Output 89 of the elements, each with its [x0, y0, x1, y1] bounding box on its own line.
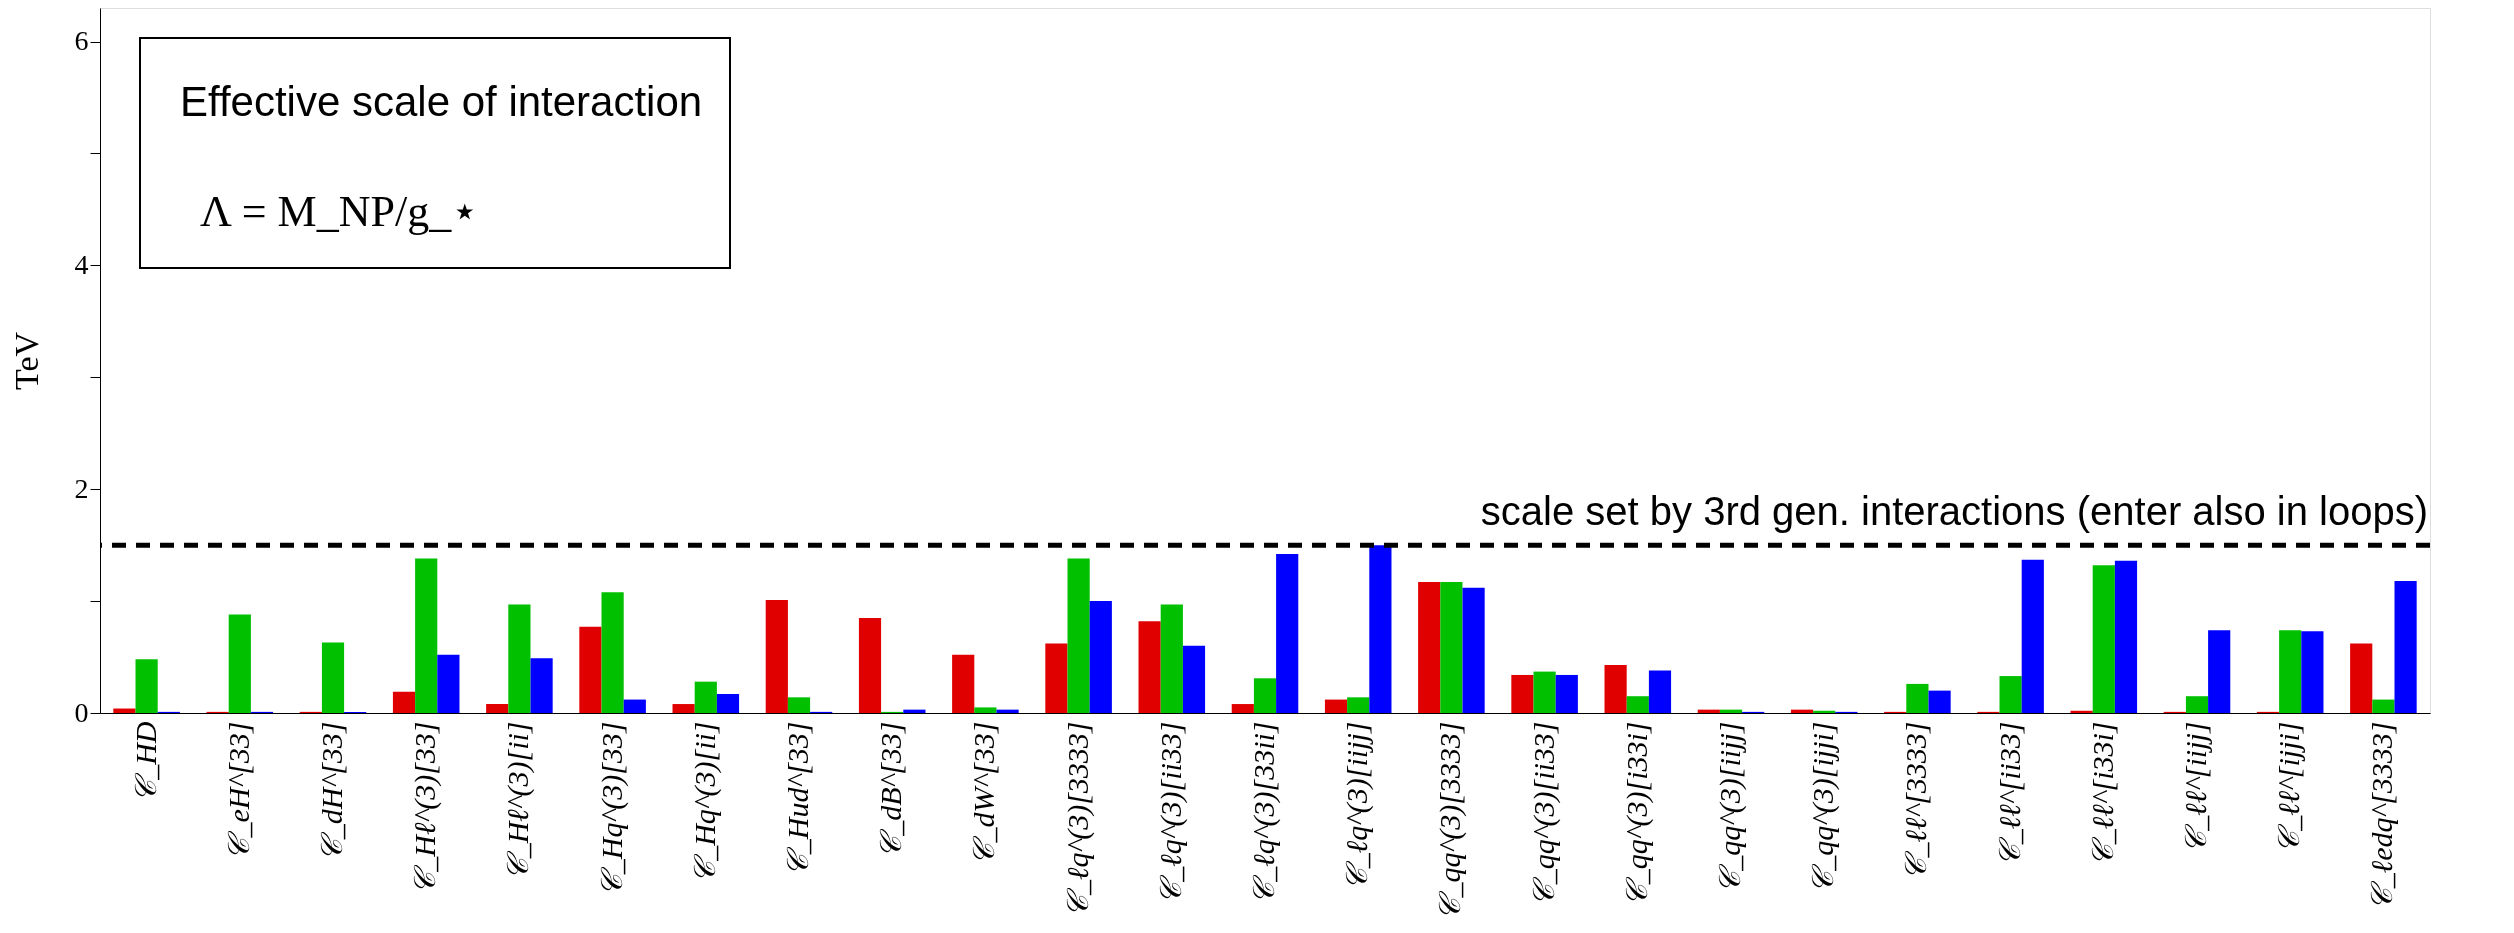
x-tick-label: 𝒞_qq^(3)[ii33]: [1526, 721, 1561, 907]
bar: [1045, 643, 1068, 713]
x-tick-label: 𝒞_ℓq^(3)[3333]: [1060, 721, 1095, 917]
x-tick-label: 𝒞_Hℓ^(3)[33]: [408, 721, 443, 894]
bar: [601, 592, 624, 713]
bar: [228, 614, 251, 713]
bar: [2372, 699, 2395, 713]
bar: [1462, 587, 1485, 713]
ref-line-label: scale set by 3rd gen. interactions (enter also in loops): [1480, 489, 2428, 534]
bar: [672, 704, 695, 713]
y-tick-label: 2: [74, 472, 89, 504]
bar: [1555, 674, 1578, 713]
x-tick-label: 𝒞_ℓedq^[3333]: [2365, 721, 2399, 911]
x-tick-label: 𝒞_ℓq^(3)[33ii]: [1247, 721, 1281, 904]
bar: [2092, 565, 2115, 713]
bar: [1418, 582, 1441, 713]
bar: [1089, 601, 1112, 713]
bar: [1160, 604, 1183, 713]
bar: [623, 699, 646, 713]
bar: [858, 617, 882, 713]
x-tick-label: 𝒞_ℓℓ^[3333]: [1899, 721, 1933, 880]
y-axis-title: TeV: [7, 331, 45, 391]
bar: [1324, 699, 1348, 713]
bar: [2208, 630, 2231, 713]
x-tick-label: 𝒞_dH^[33]: [315, 721, 348, 862]
bar: [2114, 560, 2138, 713]
annotation: Effective scale of interaction: [180, 78, 703, 125]
bar: [508, 604, 531, 713]
bar: [716, 693, 740, 713]
x-tick-label: 𝒞_ℓq^(3)[iijj]: [1340, 721, 1375, 891]
bar: [2350, 643, 2373, 713]
x-tick-label: 𝒞_eH^[33]: [221, 721, 255, 860]
x-tick-label: 𝒞_Hℓ^(3)[ii]: [501, 721, 536, 881]
bar: [113, 708, 136, 713]
x-tick-label: 𝒞_qq^(3)[i33i]: [1619, 721, 1654, 907]
bar: [1369, 545, 1392, 713]
x-tick-label: 𝒞_Hud^[33]: [781, 721, 814, 877]
bar: [1648, 670, 1672, 713]
y-tick-label: 0: [74, 696, 89, 728]
bar: [486, 704, 509, 713]
bar: [787, 697, 811, 713]
annotation: Λ = M_NP/g_⋆: [200, 187, 480, 236]
bar: [996, 709, 1019, 713]
bar: [530, 658, 553, 713]
bar: [1138, 621, 1161, 713]
x-tick-label: 𝒞_ℓℓ^[ijji]: [2272, 721, 2306, 853]
bar: [2185, 696, 2209, 713]
bar: [694, 681, 717, 713]
bar: [765, 599, 788, 713]
bar: [1440, 582, 1463, 713]
x-tick-label: 𝒞_Hq^(3)[ii]: [687, 721, 722, 883]
bar: [1182, 645, 1206, 713]
bar: [2301, 631, 2324, 713]
x-tick-label: 𝒞_qq^(3)[iijj]: [1713, 721, 1747, 893]
x-tick-label: 𝒞_ℓℓ^[ii33]: [1992, 721, 2026, 867]
bar: [1928, 690, 1951, 713]
x-tick-label: 𝒞_Hq^(3)[33]: [594, 721, 629, 897]
x-tick-label: 𝒞_ℓq^(3)[ii33]: [1153, 721, 1188, 904]
bar: [1906, 683, 1929, 713]
x-tick-label: 𝒞_dW^[33]: [967, 721, 1001, 865]
bar: [392, 691, 416, 713]
x-tick-label: 𝒞_HD: [128, 721, 162, 802]
bar: [2279, 630, 2302, 713]
x-tick-label: 𝒞_qq^(3)[ijji]: [1806, 721, 1841, 893]
bar: [1626, 696, 1649, 713]
bar: [415, 558, 438, 713]
x-tick-label: 𝒞_dB^[33]: [874, 721, 908, 858]
bar: [1067, 558, 1090, 713]
bar: [1253, 678, 1277, 713]
bar: [437, 654, 460, 713]
bar: [1276, 554, 1299, 713]
bar: [1511, 674, 1534, 713]
bar: [2021, 559, 2044, 713]
x-tick-label: 𝒞_ℓℓ^[iijj]: [2179, 721, 2212, 853]
bar: [2394, 580, 2417, 713]
bar: [952, 654, 975, 713]
x-tick-label: 𝒞_ℓℓ^[i33i]: [2085, 721, 2119, 867]
bar: [1231, 704, 1254, 713]
bar: [1604, 664, 1627, 713]
bar: [321, 642, 345, 713]
bar: [974, 707, 997, 713]
bar: [1999, 676, 2022, 713]
bar: [1347, 697, 1370, 713]
x-tick-label: 𝒞_qq^(3)[3333]: [1433, 721, 1468, 920]
y-tick-label: 4: [74, 248, 89, 280]
bar: [1533, 671, 1556, 713]
y-tick-label: 6: [74, 25, 89, 57]
bar: [579, 626, 602, 713]
bar: [135, 659, 158, 713]
